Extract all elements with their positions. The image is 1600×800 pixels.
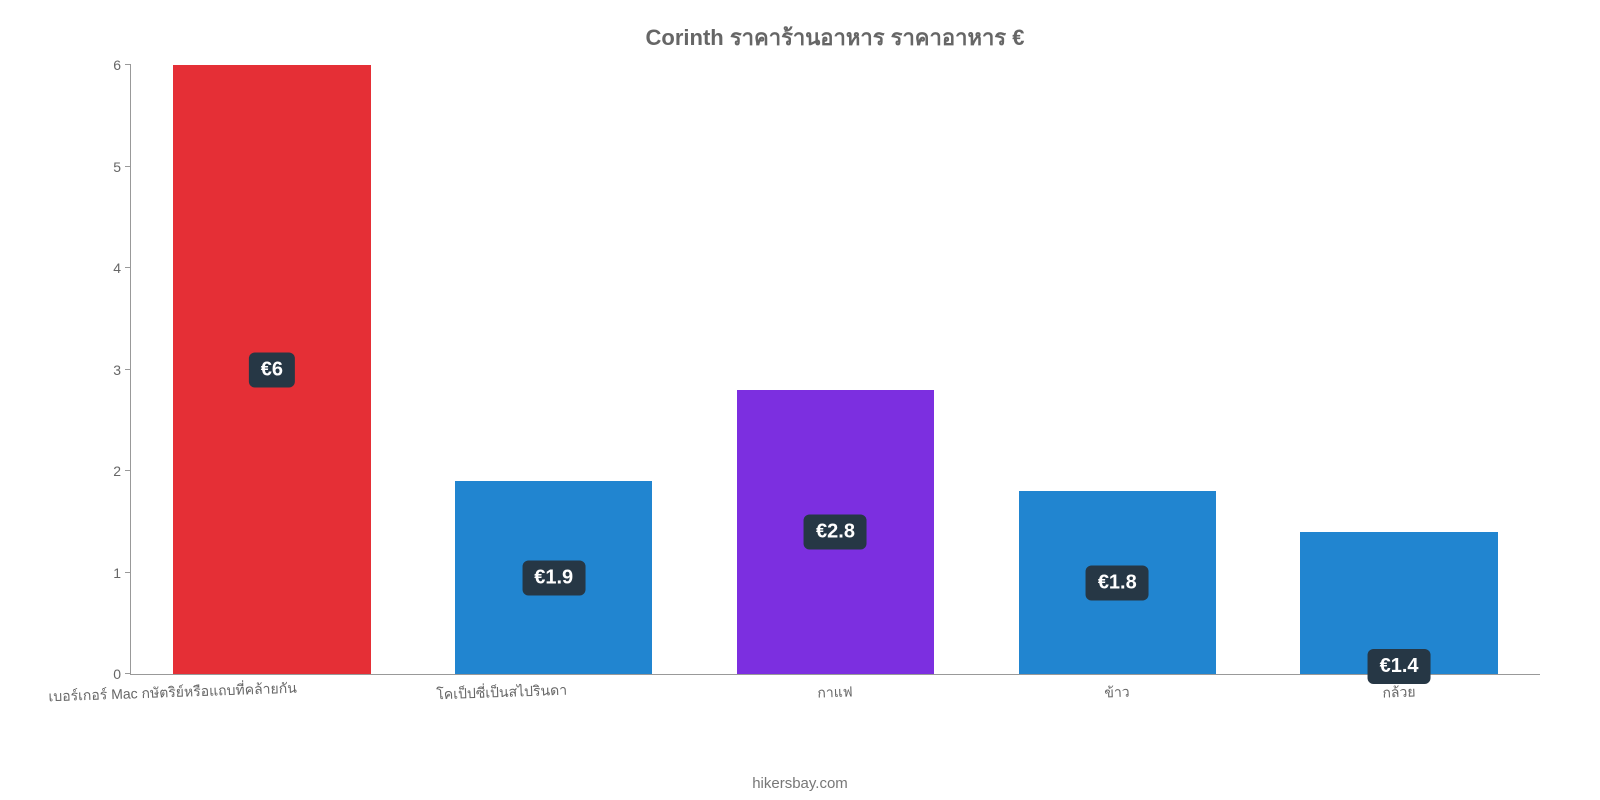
bar-slot: €6 — [131, 65, 413, 674]
y-tick-label: 6 — [81, 57, 121, 73]
plot-area: €6€1.9€2.8€1.8€1.4 เบอร์เกอร์ Mac กษัตริ… — [130, 65, 1540, 675]
price-bar-chart: Corinth ราคาร้านอาหาร ราคาอาหาร € €6 €1.9… — [0, 0, 1600, 800]
bar-slot: €1.4 — [1258, 65, 1540, 674]
x-label-slot: กล้วย — [1258, 674, 1540, 714]
y-tick-label: 4 — [81, 260, 121, 276]
y-tick-label: 5 — [81, 159, 121, 175]
y-tick-mark — [125, 64, 131, 65]
bars-container: €6 €1.9 €2.8 €1.8 €1.4 — [131, 65, 1540, 674]
x-axis-label: ข้าว — [1104, 682, 1130, 705]
y-tick-label: 0 — [81, 666, 121, 682]
x-axis-labels: เบอร์เกอร์ Mac กษัตริย์หรือแถบที่คล้ายกั… — [131, 674, 1540, 714]
bar: €6 — [173, 65, 370, 674]
x-label-slot: โคเป็ปซี่เป็นสไปรินดา — [413, 674, 695, 714]
x-label-slot: เบอร์เกอร์ Mac กษัตริย์หรือแถบที่คล้ายกั… — [131, 674, 413, 714]
y-tick-mark — [125, 369, 131, 370]
x-axis-label: กล้วย — [1382, 681, 1416, 704]
x-label-slot: ข้าว — [976, 674, 1258, 714]
y-tick-mark — [125, 470, 131, 471]
bar-value-badge: €1.8 — [1086, 565, 1149, 600]
bar-slot: €1.8 — [976, 65, 1258, 674]
bar: €1.9 — [455, 481, 652, 674]
y-tick-label: 2 — [81, 463, 121, 479]
bar-value-badge: €6 — [249, 352, 295, 387]
y-tick-mark — [125, 673, 131, 674]
bar: €1.8 — [1019, 491, 1216, 674]
bar-slot: €2.8 — [695, 65, 977, 674]
credit-text: hikersbay.com — [752, 775, 848, 792]
y-tick-mark — [125, 267, 131, 268]
x-axis-label: โคเป็ปซี่เป็นสไปรินดา — [436, 680, 567, 707]
x-label-slot: กาแฟ — [695, 674, 977, 714]
y-tick-mark — [125, 166, 131, 167]
y-tick-mark — [125, 572, 131, 573]
x-axis-label: กาแฟ — [817, 681, 853, 704]
y-tick-label: 3 — [81, 362, 121, 378]
bar-value-badge: €2.8 — [804, 514, 867, 549]
chart-title: Corinth ราคาร้านอาหาร ราคาอาหาร € — [130, 20, 1540, 55]
y-tick-label: 1 — [81, 565, 121, 581]
bar: €2.8 — [737, 390, 934, 674]
bar-value-badge: €1.9 — [522, 560, 585, 595]
x-axis-label: เบอร์เกอร์ Mac กษัตริย์หรือแถบที่คล้ายกั… — [48, 678, 297, 709]
bar: €1.4 — [1300, 532, 1497, 674]
bar-slot: €1.9 — [413, 65, 695, 674]
